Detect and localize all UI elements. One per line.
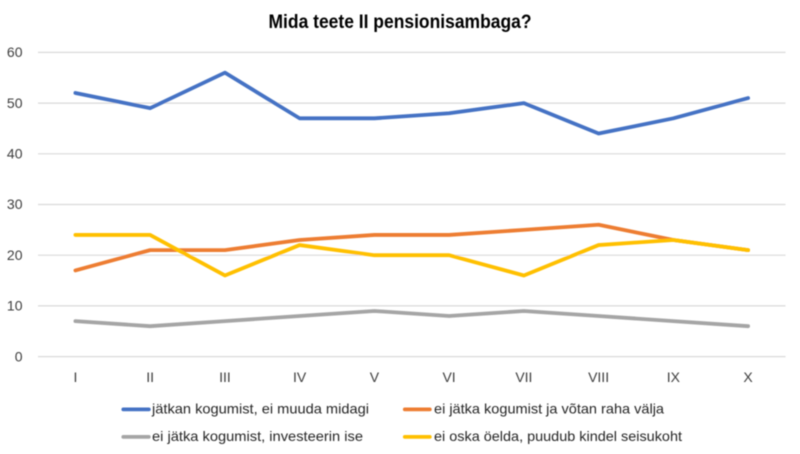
svg-text:II: II bbox=[146, 369, 154, 385]
svg-text:0: 0 bbox=[15, 348, 23, 364]
svg-text:VII: VII bbox=[515, 369, 532, 385]
svg-text:ei jätka kogumist, investeerin: ei jätka kogumist, investeerin ise bbox=[152, 428, 363, 444]
svg-text:VIII: VIII bbox=[588, 369, 609, 385]
svg-text:60: 60 bbox=[7, 44, 23, 60]
svg-text:I: I bbox=[73, 369, 77, 385]
svg-text:20: 20 bbox=[7, 247, 23, 263]
svg-text:30: 30 bbox=[7, 196, 23, 212]
svg-text:50: 50 bbox=[7, 95, 23, 111]
svg-text:40: 40 bbox=[7, 146, 23, 162]
svg-text:jätkan kogumist, ei muuda mida: jätkan kogumist, ei muuda midagi bbox=[151, 400, 369, 416]
svg-text:ei oska öelda, puudub kindel s: ei oska öelda, puudub kindel seisukoht bbox=[434, 428, 682, 444]
svg-text:Mida teete II pensionisambaga?: Mida teete II pensionisambaga? bbox=[269, 12, 532, 33]
svg-text:10: 10 bbox=[7, 298, 23, 314]
svg-text:X: X bbox=[743, 369, 753, 385]
svg-text:IX: IX bbox=[667, 369, 681, 385]
svg-text:VI: VI bbox=[442, 369, 455, 385]
svg-text:V: V bbox=[370, 369, 380, 385]
svg-text:III: III bbox=[219, 369, 231, 385]
svg-text:IV: IV bbox=[293, 369, 307, 385]
svg-text:ei jätka kogumist ja võtan rah: ei jätka kogumist ja võtan raha välja bbox=[434, 400, 664, 416]
